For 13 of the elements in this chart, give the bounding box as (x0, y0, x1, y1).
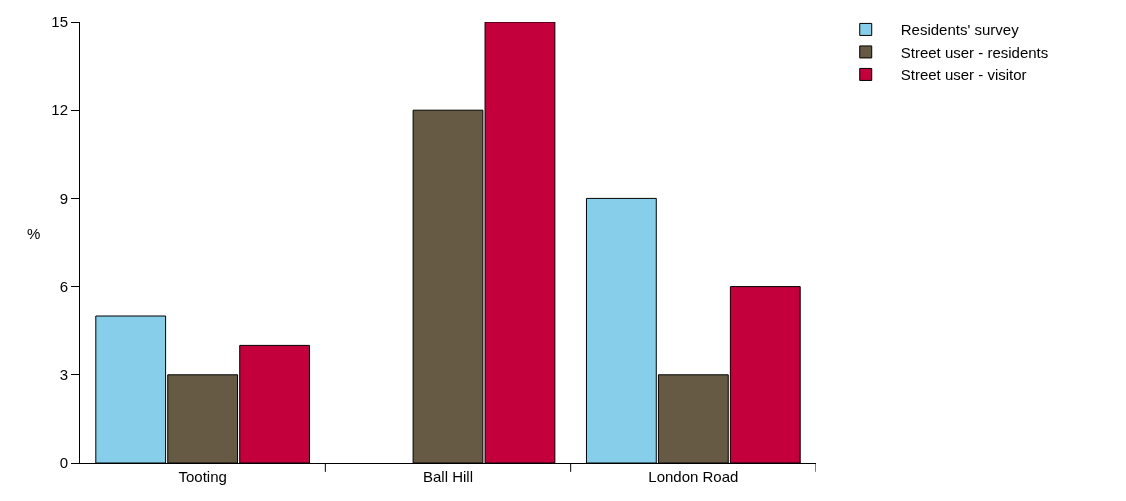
y-tick-label: 3 (59, 366, 68, 384)
y-tick-label: 9 (59, 189, 68, 207)
y-axis-title: % (27, 225, 41, 242)
y-tick-label: 15 (51, 13, 68, 31)
legend-label: Street user - residents (900, 43, 1049, 61)
x-tick-label: Tooting (178, 468, 227, 485)
y-tick-label: 12 (51, 101, 68, 119)
x-tick-label: Ball Hill (422, 468, 474, 485)
legend-label: Residents' survey (900, 21, 1020, 39)
y-tick-label: 6 (59, 277, 68, 295)
y-tick-label: 0 (59, 454, 68, 472)
x-tick-label: London Road (648, 468, 739, 485)
legend-label: Street user - visitor (900, 66, 1027, 84)
